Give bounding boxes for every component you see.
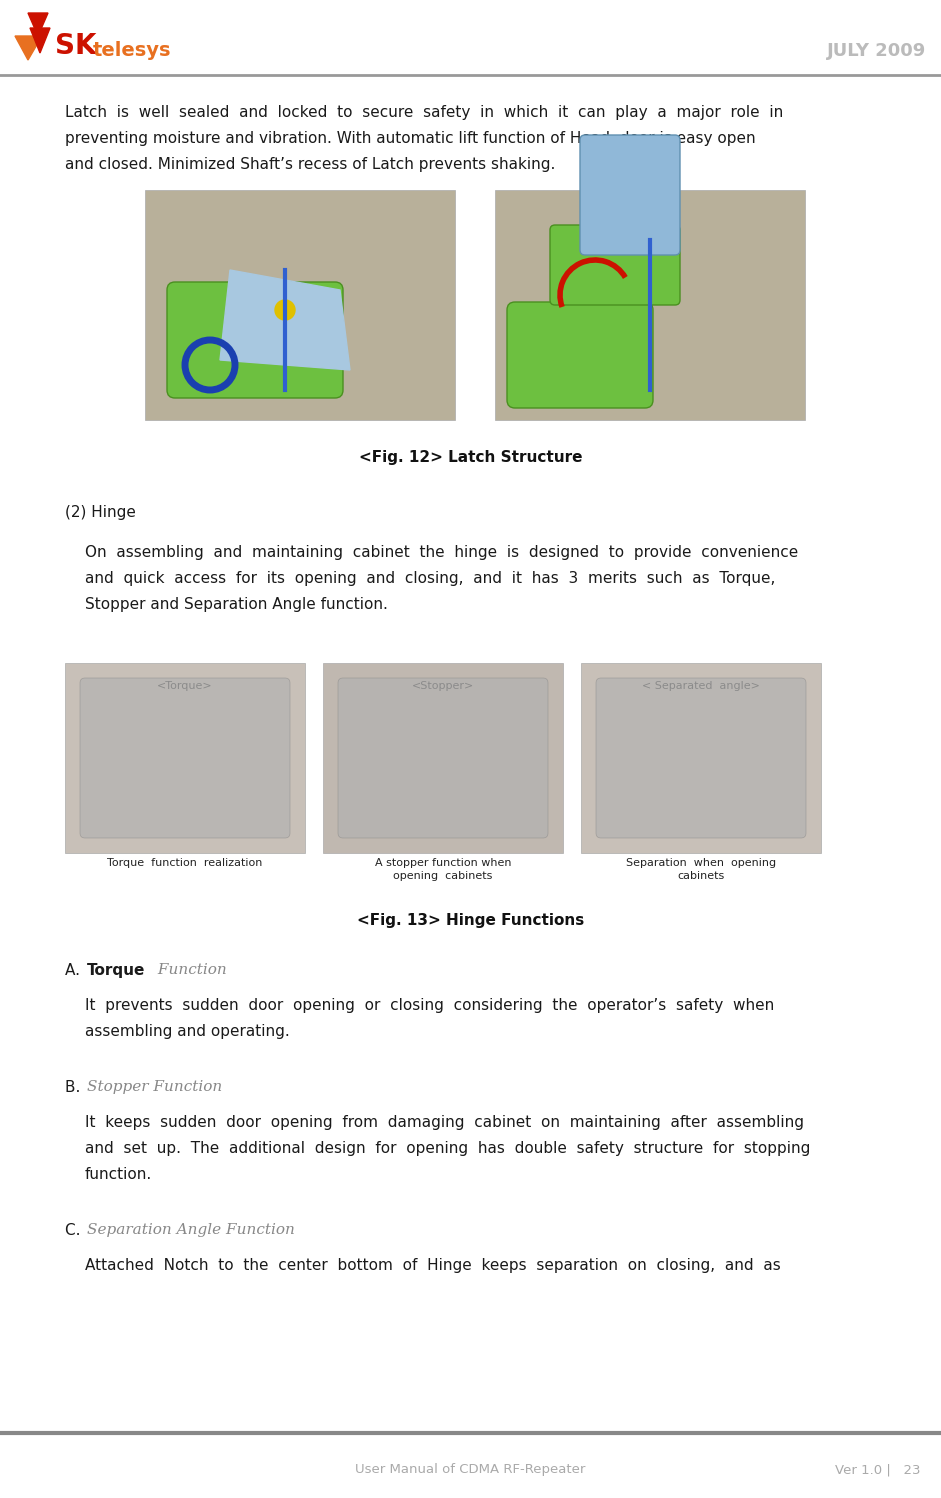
Text: Stopper Function: Stopper Function	[87, 1080, 222, 1094]
Text: Torque: Torque	[87, 963, 145, 978]
Text: <Fig. 13> Hinge Functions: <Fig. 13> Hinge Functions	[357, 912, 584, 927]
Bar	[65, 664, 305, 852]
Text: <Torque>: <Torque>	[157, 682, 213, 691]
Bar	[145, 190, 455, 419]
FancyBboxPatch shape	[507, 303, 653, 407]
FancyBboxPatch shape	[338, 679, 548, 837]
Text: <Stopper>: <Stopper>	[412, 682, 474, 691]
Text: C.: C.	[65, 1222, 86, 1237]
Text: preventing moisture and vibration. With automatic lift function of Head, door is: preventing moisture and vibration. With …	[65, 130, 756, 145]
Text: It  prevents  sudden  door  opening  or  closing  considering  the  operator’s  : It prevents sudden door opening or closi…	[85, 998, 774, 1013]
Text: (2) Hinge: (2) Hinge	[65, 505, 136, 520]
Text: <Fig. 12> Latch Structure: <Fig. 12> Latch Structure	[359, 449, 582, 464]
Polygon shape	[220, 270, 350, 370]
Bar	[495, 190, 805, 419]
FancyBboxPatch shape	[80, 679, 290, 837]
Text: Attached  Notch  to  the  center  bottom  of  Hinge  keeps  separation  on  clos: Attached Notch to the center bottom of H…	[85, 1258, 781, 1273]
Text: Separation  when  opening
cabinets: Separation when opening cabinets	[626, 858, 776, 881]
Polygon shape	[30, 28, 50, 52]
Text: < Separated  angle>: < Separated angle>	[642, 682, 760, 691]
Text: Latch  is  well  sealed  and  locked  to  secure  safety  in  which  it  can  pl: Latch is well sealed and locked to secur…	[65, 105, 783, 120]
Text: JULY 2009: JULY 2009	[827, 42, 926, 60]
Text: and  set  up.  The  additional  design  for  opening  has  double  safety  struc: and set up. The additional design for op…	[85, 1141, 810, 1156]
Text: B.: B.	[65, 1080, 86, 1095]
Bar	[323, 664, 563, 852]
FancyBboxPatch shape	[167, 282, 343, 398]
Polygon shape	[15, 36, 42, 60]
FancyBboxPatch shape	[550, 225, 680, 306]
Text: It  keeps  sudden  door  opening  from  damaging  cabinet  on  maintaining  afte: It keeps sudden door opening from damagi…	[85, 1115, 804, 1129]
Text: Function: Function	[153, 963, 227, 977]
Text: A stopper function when
opening  cabinets: A stopper function when opening cabinets	[375, 858, 511, 881]
Text: On  assembling  and  maintaining  cabinet  the  hinge  is  designed  to  provide: On assembling and maintaining cabinet th…	[85, 545, 798, 560]
FancyBboxPatch shape	[580, 135, 680, 255]
Text: Ver 1.0 |   23: Ver 1.0 | 23	[836, 1464, 921, 1476]
Text: SK: SK	[55, 31, 97, 60]
Bar	[581, 664, 821, 852]
Text: assembling and operating.: assembling and operating.	[85, 1025, 290, 1040]
Text: A.: A.	[65, 963, 85, 978]
Text: function.: function.	[85, 1167, 152, 1182]
Text: Torque  function  realization: Torque function realization	[107, 858, 263, 867]
Text: Stopper and Separation Angle function.: Stopper and Separation Angle function.	[85, 598, 388, 613]
Polygon shape	[28, 13, 48, 36]
Text: and closed. Minimized Shaft’s recess of Latch prevents shaking.: and closed. Minimized Shaft’s recess of …	[65, 157, 555, 172]
Circle shape	[275, 300, 295, 321]
Text: and  quick  access  for  its  opening  and  closing,  and  it  has  3  merits  s: and quick access for its opening and clo…	[85, 571, 775, 586]
Text: User Manual of CDMA RF-Repeater: User Manual of CDMA RF-Repeater	[356, 1464, 585, 1476]
FancyBboxPatch shape	[596, 679, 806, 837]
Text: telesys: telesys	[93, 40, 171, 60]
Text: Separation Angle Function: Separation Angle Function	[87, 1222, 295, 1237]
